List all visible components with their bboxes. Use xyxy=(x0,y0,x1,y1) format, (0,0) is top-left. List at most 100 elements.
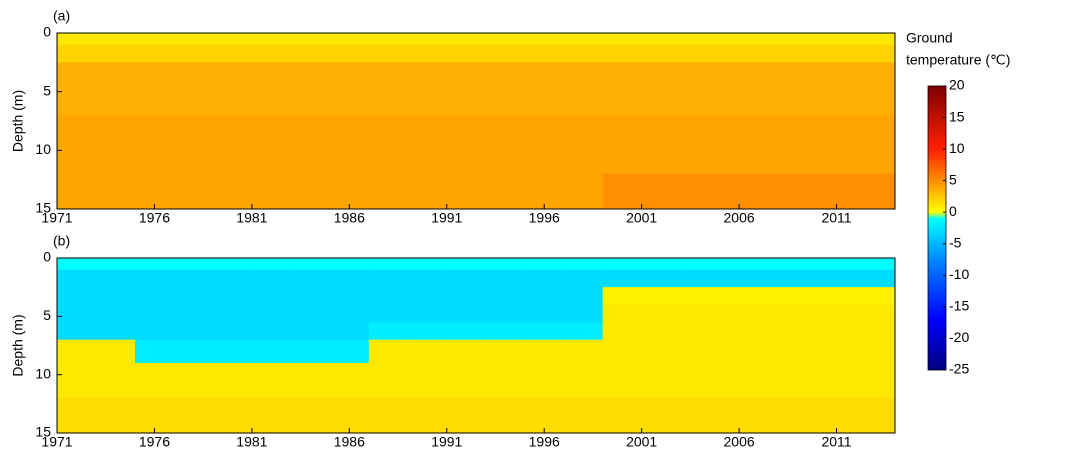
heat-cell xyxy=(57,287,97,306)
heat-cell xyxy=(329,44,370,63)
heat-cell xyxy=(290,138,331,175)
heat-cell xyxy=(797,33,838,46)
heat-cell xyxy=(836,138,877,175)
heat-cell xyxy=(719,339,760,364)
colorbar-label: Ground xyxy=(906,30,953,46)
heat-cell xyxy=(95,363,136,399)
heat-cell xyxy=(524,304,565,323)
heat-cell xyxy=(602,363,643,399)
heat-cell xyxy=(251,44,292,63)
heat-cell xyxy=(875,398,896,434)
heat-cell xyxy=(173,339,214,364)
heat-cell xyxy=(836,287,877,306)
heat-cell xyxy=(563,62,604,81)
heat-cell xyxy=(251,115,292,140)
heat-cell xyxy=(446,173,487,210)
heat-cell xyxy=(407,115,448,140)
heat-cell xyxy=(134,173,175,210)
heat-cell xyxy=(875,339,896,364)
heat-cell xyxy=(134,33,175,46)
heat-cell xyxy=(290,304,331,323)
heat-cell xyxy=(758,398,799,434)
heat-cell xyxy=(329,173,370,210)
heat-cell xyxy=(95,79,136,99)
heat-cell xyxy=(524,287,565,306)
heat-cell xyxy=(134,304,175,323)
heat-cell xyxy=(836,398,877,434)
heat-cell xyxy=(446,115,487,140)
heat-cell xyxy=(680,79,721,99)
heat-cell xyxy=(875,79,896,99)
heat-cell xyxy=(641,138,682,175)
heat-cell xyxy=(641,79,682,99)
heat-cell xyxy=(485,304,526,323)
heat-cell xyxy=(563,138,604,175)
heat-cell xyxy=(212,258,253,271)
heat-cell xyxy=(875,258,896,271)
heat-cell xyxy=(602,33,643,46)
heat-cell xyxy=(95,398,136,434)
heat-cell xyxy=(719,138,760,175)
heat-cell xyxy=(602,258,643,271)
heat-cell xyxy=(57,398,97,434)
plot-frame xyxy=(56,32,896,210)
heat-cell xyxy=(95,33,136,46)
heat-cell xyxy=(95,173,136,210)
heat-cell xyxy=(641,269,682,288)
heat-cell xyxy=(797,339,838,364)
heat-cell xyxy=(173,258,214,271)
heat-cell xyxy=(173,97,214,116)
heat-cell xyxy=(758,44,799,63)
heat-cell xyxy=(368,115,409,140)
heat-cell xyxy=(485,97,526,116)
heat-cell xyxy=(95,62,136,81)
heat-cell xyxy=(875,304,896,323)
heat-cell xyxy=(719,97,760,116)
heat-cell xyxy=(368,138,409,175)
heat-cell xyxy=(797,322,838,341)
heat-cell xyxy=(875,62,896,81)
colorbar-label: temperature (℃) xyxy=(906,52,1010,68)
heat-cell xyxy=(758,33,799,46)
heat-cell xyxy=(524,33,565,46)
heat-cell xyxy=(446,62,487,81)
heat-cell xyxy=(797,398,838,434)
heat-cell xyxy=(290,115,331,140)
heat-cell xyxy=(719,398,760,434)
heat-cell xyxy=(563,173,604,210)
heat-cell xyxy=(329,138,370,175)
heat-cell xyxy=(641,287,682,306)
heat-cell xyxy=(134,339,175,364)
heat-cell xyxy=(57,33,97,46)
heat-cell xyxy=(641,363,682,399)
heat-cell xyxy=(758,269,799,288)
x-tick-label: 1976 xyxy=(139,434,170,450)
heat-cell xyxy=(173,62,214,81)
heat-cell xyxy=(212,173,253,210)
heat-cell xyxy=(485,398,526,434)
heat-cell xyxy=(641,339,682,364)
heat-cell xyxy=(719,322,760,341)
heat-cell xyxy=(329,258,370,271)
heat-cell xyxy=(680,62,721,81)
panel-label: (a) xyxy=(53,8,70,24)
heat-cell xyxy=(407,33,448,46)
heat-cell xyxy=(797,62,838,81)
heat-cell xyxy=(368,33,409,46)
heat-cell xyxy=(173,173,214,210)
heat-cell xyxy=(212,269,253,288)
heat-cell xyxy=(758,62,799,81)
heat-cell xyxy=(407,79,448,99)
x-tick-label: 1981 xyxy=(236,434,267,450)
heat-cell xyxy=(95,304,136,323)
heat-cell xyxy=(134,44,175,63)
heat-cell xyxy=(95,322,136,341)
heat-cell xyxy=(563,115,604,140)
heat-cell xyxy=(329,79,370,99)
heat-cell xyxy=(95,269,136,288)
x-tick-label: 1986 xyxy=(334,434,365,450)
heat-cell xyxy=(212,79,253,99)
heat-cell xyxy=(290,97,331,116)
colorbar-tick-label: 0 xyxy=(949,203,957,219)
heat-cell xyxy=(875,138,896,175)
